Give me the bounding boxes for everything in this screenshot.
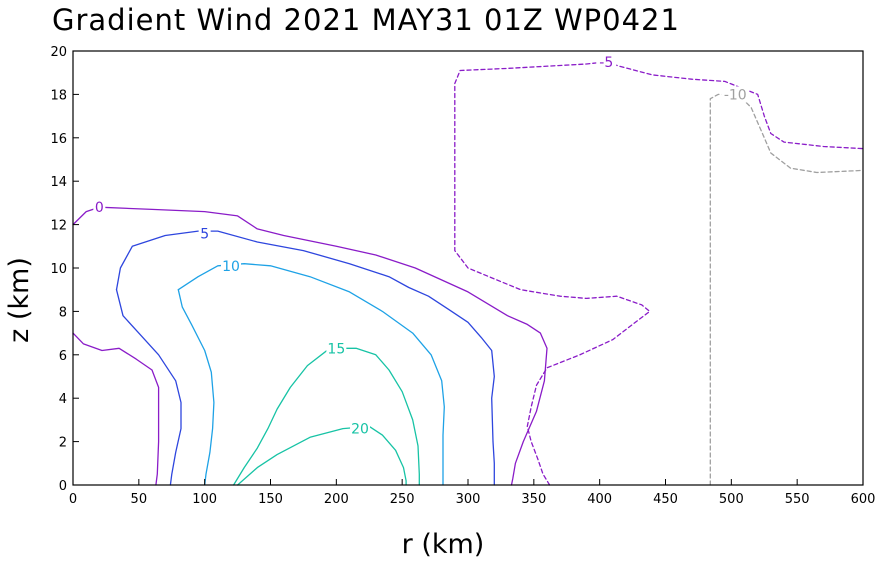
y-tick-label: 14 bbox=[50, 175, 67, 190]
y-tick-label: 16 bbox=[50, 132, 67, 147]
x-tick-label: 50 bbox=[131, 492, 148, 507]
y-tick-label: 12 bbox=[50, 219, 67, 234]
contour-line-level-5-2 bbox=[115, 230, 495, 486]
contour-label-bg bbox=[198, 225, 211, 242]
contour-line-level-5-3 bbox=[115, 289, 182, 486]
contour-label-bg bbox=[93, 199, 106, 216]
contour-label-bg bbox=[326, 340, 347, 357]
contour-line-level-10-5 bbox=[177, 289, 215, 486]
y-axis-label: z (km) bbox=[4, 257, 35, 343]
contour-label-neg10: -10 bbox=[724, 87, 747, 103]
y-tick-label: 0 bbox=[59, 479, 67, 494]
x-tick-label: 100 bbox=[192, 492, 217, 507]
contour-label-bg bbox=[221, 257, 241, 274]
contour-label-0: 0 bbox=[95, 200, 104, 216]
contour-labels: 0 5 10 15 20 -5 -10 bbox=[93, 53, 750, 438]
contour-label-5: 5 bbox=[200, 226, 209, 242]
contour-label-bg bbox=[721, 86, 750, 103]
contour-lines bbox=[72, 61, 864, 486]
x-axis-ticks: 0 50 100 150 200 250 300 350 400 450 500 550 600 bbox=[69, 479, 876, 507]
x-tick-label: 400 bbox=[587, 492, 612, 507]
contour-label-10: 10 bbox=[222, 259, 240, 275]
x-tick-label: 250 bbox=[390, 492, 415, 507]
contour-line-level-0-1 bbox=[72, 332, 160, 486]
x-tick-label: 350 bbox=[521, 492, 546, 507]
y-tick-label: 18 bbox=[50, 88, 67, 103]
contour-label-bg bbox=[596, 53, 617, 70]
contour-label-15: 15 bbox=[327, 341, 345, 357]
contour-line-level-neg10-9 bbox=[709, 93, 864, 486]
contour-line-level-neg5-8 bbox=[454, 61, 864, 486]
y-tick-label: 2 bbox=[59, 436, 67, 451]
y-tick-label: 10 bbox=[50, 262, 67, 277]
y-tick-label: 20 bbox=[50, 45, 67, 60]
contour-line-level-10-4 bbox=[177, 263, 445, 486]
x-tick-label: 150 bbox=[258, 492, 283, 507]
y-tick-label: 8 bbox=[59, 305, 67, 320]
x-tick-label: 450 bbox=[653, 492, 678, 507]
contour-line-level-0-0 bbox=[72, 206, 548, 486]
contour-label-bg bbox=[350, 420, 371, 437]
x-tick-label: 550 bbox=[785, 492, 810, 507]
y-tick-label: 4 bbox=[59, 392, 67, 407]
x-tick-label: 300 bbox=[456, 492, 481, 507]
x-tick-label: 500 bbox=[719, 492, 744, 507]
x-tick-label: 600 bbox=[851, 492, 876, 507]
y-tick-label: 6 bbox=[59, 349, 67, 364]
x-tick-label: 0 bbox=[69, 492, 77, 507]
contour-label-neg5: -5 bbox=[599, 55, 613, 71]
contour-label-20: 20 bbox=[351, 422, 369, 438]
chart-title: Gradient Wind 2021 MAY31 01Z WP0421 bbox=[52, 3, 680, 37]
x-tick-label: 200 bbox=[324, 492, 349, 507]
x-axis-label: r (km) bbox=[402, 529, 485, 560]
contour-line-level-20-7 bbox=[236, 425, 407, 486]
y-axis-ticks: 0 2 4 6 8 10 12 14 16 18 20 bbox=[50, 45, 79, 494]
